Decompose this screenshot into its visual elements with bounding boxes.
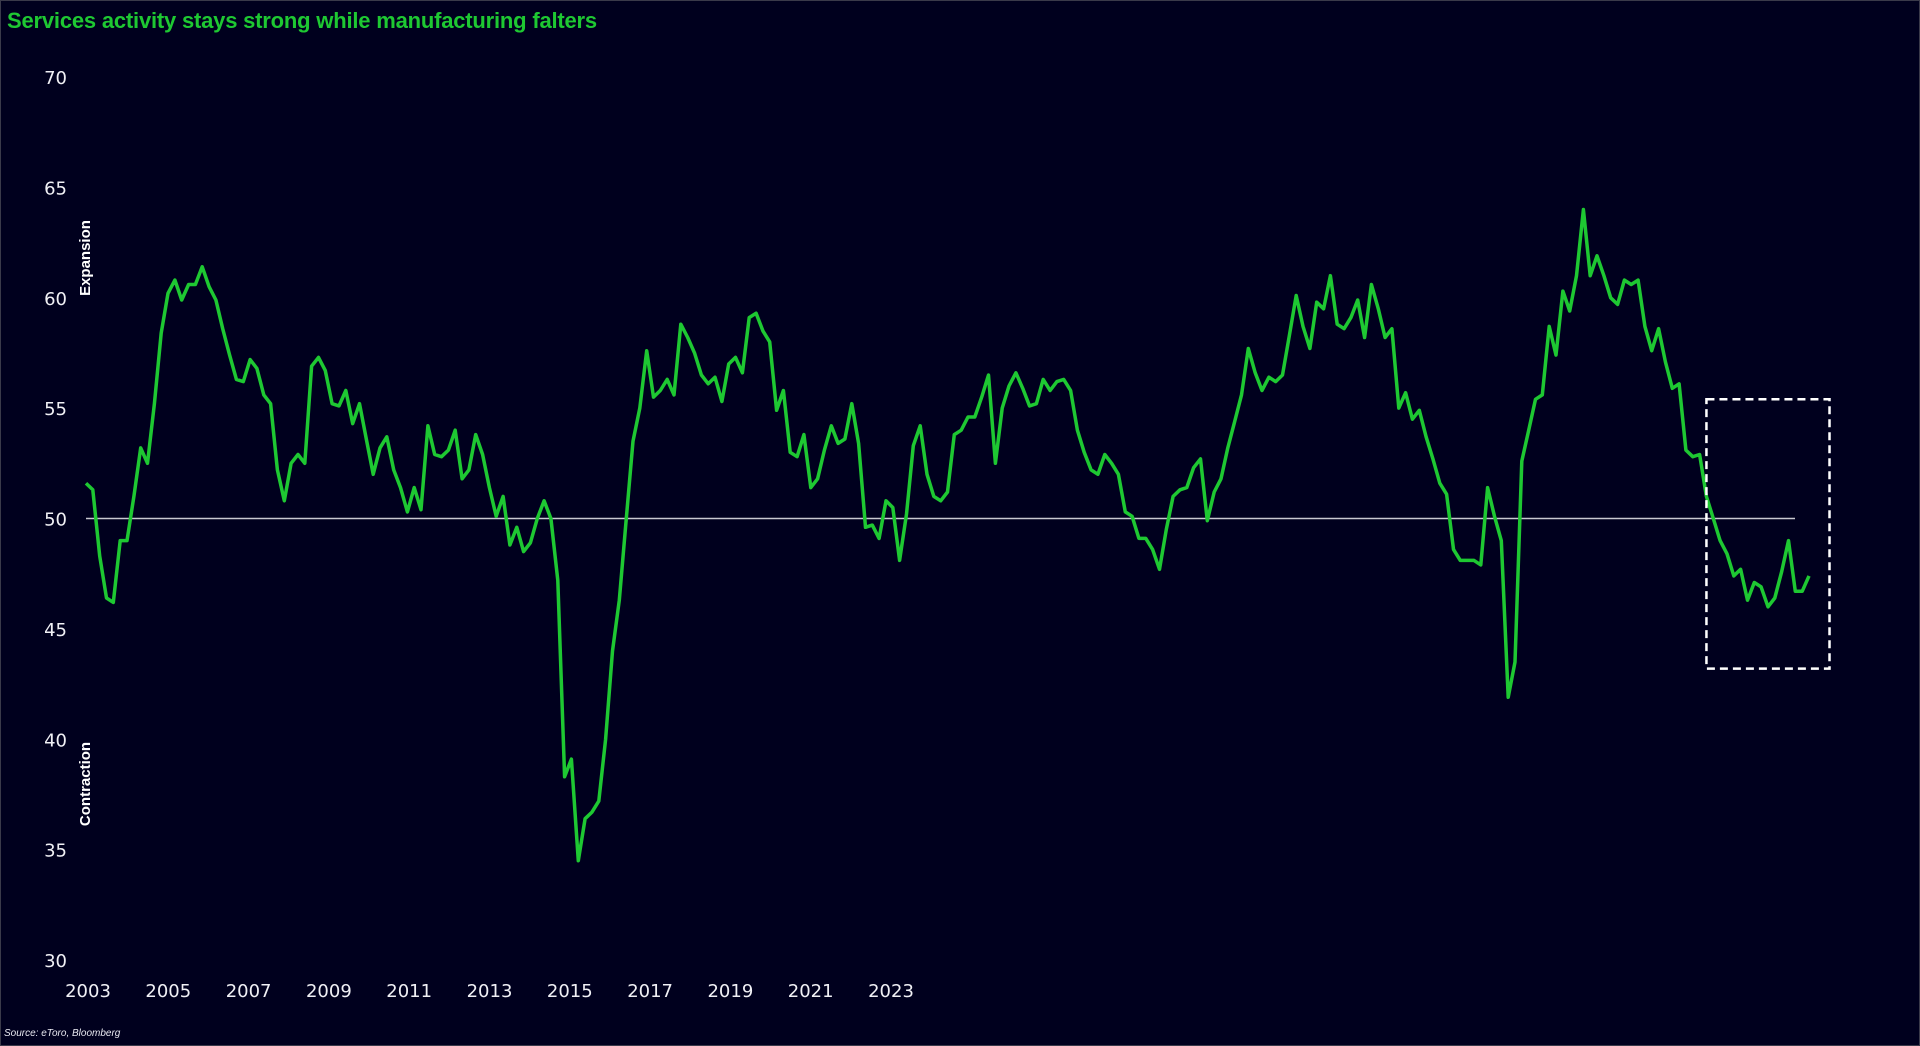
x-tick-label: 2023	[868, 981, 914, 1002]
series-line-manufacturing-pmi	[84, 207, 1811, 863]
y-tick-label: 65	[44, 178, 67, 199]
y-tick-label: 60	[44, 289, 67, 310]
source-note: Source: eToro, Bloomberg	[4, 1028, 121, 1039]
y-tick-label: 40	[44, 730, 67, 751]
chart-title: Services activity stays strong while man…	[7, 8, 597, 33]
x-tick-label: 2021	[788, 981, 834, 1002]
x-tick-label: 2011	[386, 981, 432, 1002]
x-tick-label: 2009	[306, 981, 352, 1002]
x-tick-label: 2017	[627, 981, 673, 1002]
x-tick-label: 2005	[145, 981, 191, 1002]
annotation-box	[1705, 398, 1831, 670]
x-tick-label: 2015	[547, 981, 593, 1002]
x-tick-label: 2007	[226, 981, 272, 1002]
x-tick-label: 2019	[707, 981, 753, 1002]
y-tick-label: 50	[44, 510, 67, 531]
region-label-contraction: Contraction	[77, 742, 94, 826]
region-label-expansion: Expansion	[77, 220, 94, 296]
y-tick-label: 45	[44, 620, 67, 641]
y-tick-label: 55	[44, 399, 67, 420]
y-tick-label: 35	[44, 841, 67, 862]
y-axis: 70 65 60 55 50 45 40 35 30	[44, 68, 67, 972]
y-tick-label: 70	[44, 68, 67, 89]
y-tick-label: 30	[44, 951, 67, 972]
x-tick-label: 2013	[467, 981, 513, 1002]
series-points	[86, 209, 1809, 860]
x-axis: 2003 2005 2007 2009 2011 2013 2015 2017 2019 2021…	[65, 981, 914, 1002]
x-tick-label: 2003	[65, 981, 111, 1002]
